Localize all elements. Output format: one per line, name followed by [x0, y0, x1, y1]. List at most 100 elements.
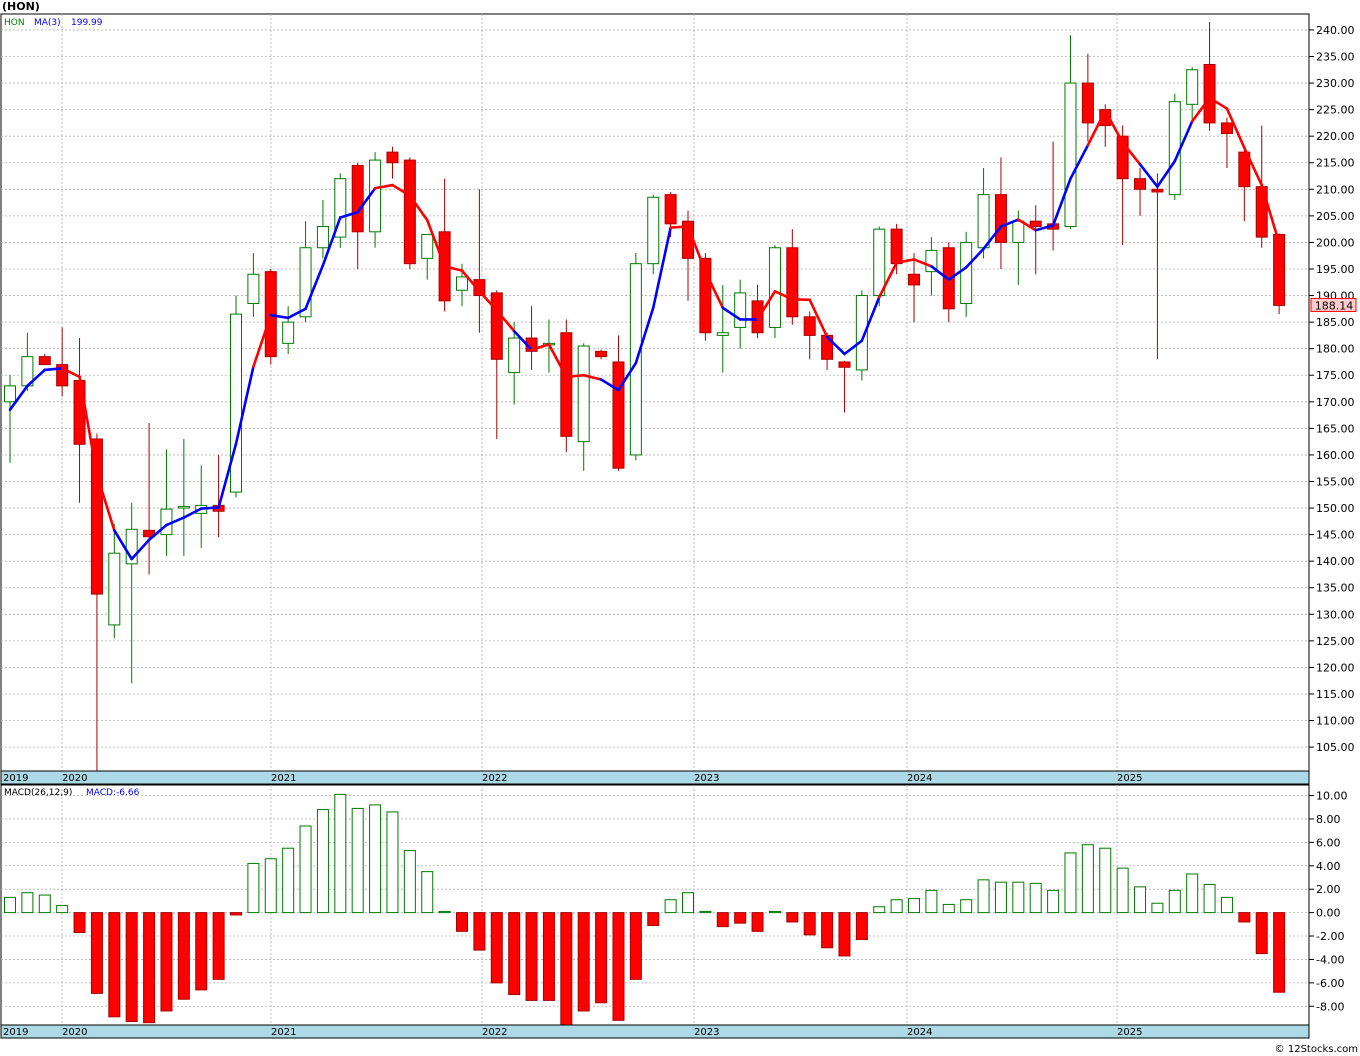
macd-y-tick-label: 2.00 [1316, 883, 1341, 896]
ma-segment [669, 225, 690, 229]
price-x-axis: 2019 2020 2021 2022 2023 2024 2025 [3, 773, 1142, 784]
candle-body-down [751, 300, 764, 334]
candle-body-up [508, 337, 521, 374]
macd-bar-positive [1029, 882, 1042, 914]
price-x-label: 2019 [3, 773, 28, 784]
candle [699, 253, 712, 341]
ma-segment [130, 538, 151, 561]
candle [1238, 149, 1251, 222]
ma-segment [1208, 96, 1229, 110]
ma-segment [860, 295, 881, 343]
macd-bar-positive [1134, 886, 1147, 914]
ma-segment [425, 218, 446, 268]
ma-segment [26, 368, 47, 388]
price-y-tick-label: 230.00 [1316, 77, 1355, 90]
candle [247, 253, 260, 317]
candle [1116, 125, 1129, 246]
ma-segment [1034, 224, 1055, 232]
macd-bar-positive [1081, 844, 1094, 914]
price-x-label: 2023 [694, 773, 719, 784]
ma-segment [95, 473, 116, 532]
candle [230, 295, 243, 498]
macd-bar-negative [838, 912, 851, 957]
price-y-tick-label: 220.00 [1316, 130, 1355, 143]
candle [403, 157, 416, 269]
ma-segment [78, 375, 99, 476]
macd-bar-positive [1168, 889, 1181, 914]
ma-segment [269, 313, 290, 320]
candle-body-up [160, 508, 173, 536]
price-panel: 105.00 110.00 115.00 120.00 125.00 130.00 135.… [0, 13, 1357, 795]
watermark: © 12Stocks.com [1275, 1044, 1358, 1055]
candle [908, 253, 921, 323]
candle-body-down [1116, 135, 1129, 180]
candle [1220, 117, 1233, 169]
price-y-tick-label: 110.00 [1316, 715, 1355, 728]
candle-body-up [4, 385, 16, 403]
macd-bar-positive [873, 906, 886, 914]
candle [786, 229, 799, 325]
price-y-tick-label: 135.00 [1316, 582, 1355, 595]
macd-bar-negative [195, 912, 208, 991]
candle [803, 311, 816, 360]
macd-bar-negative [821, 912, 834, 949]
macd-bar-positive [1186, 873, 1199, 914]
macd-bar-positive [421, 871, 434, 914]
ma-segment [286, 307, 307, 320]
macd-bar-negative [230, 912, 243, 916]
candle-body-up [247, 273, 260, 305]
candle [838, 360, 851, 413]
ma-segment [182, 507, 203, 519]
price-y-tick-label: 105.00 [1316, 741, 1355, 754]
macd-bar-positive [4, 896, 16, 914]
ma-segment [1138, 163, 1159, 188]
ma-segment [999, 218, 1020, 228]
candle-body-up [1186, 69, 1199, 105]
ma-segment [704, 270, 725, 310]
candle [629, 253, 642, 461]
candle [873, 226, 886, 307]
price-y-tick-label: 115.00 [1316, 688, 1355, 701]
candle [1064, 35, 1077, 230]
ma-segment [651, 226, 672, 310]
candle-body-down [994, 194, 1007, 243]
ma-segment [547, 343, 568, 379]
macd-x-label: 2023 [694, 1027, 719, 1038]
ma-segment [582, 373, 603, 381]
ma-segment [356, 186, 377, 214]
candle-body-down [1081, 82, 1094, 124]
candle [751, 284, 764, 339]
price-y-tick-label: 160.00 [1316, 449, 1355, 462]
ma-segment [843, 339, 864, 356]
price-y-tick-label: 175.00 [1316, 369, 1355, 382]
candle [282, 306, 295, 354]
last-price-label: 188.14 [1315, 299, 1354, 312]
macd-bar-positive [664, 899, 677, 914]
ma-segment [1190, 96, 1211, 123]
candle-body-down [1151, 188, 1164, 193]
ma-segment [234, 365, 255, 446]
ma-segment [895, 258, 916, 264]
price-y-tick-label: 140.00 [1316, 555, 1355, 568]
candle-body-up [230, 313, 243, 493]
candle [4, 375, 16, 463]
candle [1273, 233, 1286, 315]
ma-segment [60, 367, 81, 379]
macd-x-label: 2025 [1117, 1027, 1142, 1038]
ma-segment [1103, 109, 1124, 144]
price-y-tick-label: 130.00 [1316, 608, 1355, 621]
price-y-tick-label: 225.00 [1316, 104, 1355, 117]
macd-bar-positive [438, 910, 451, 914]
macd-bar-positive [977, 879, 990, 914]
ma-segment [460, 269, 481, 293]
ma-segment [43, 367, 64, 372]
ma-segment [478, 290, 499, 312]
price-y-tick-label: 165.00 [1316, 422, 1355, 435]
candle [647, 194, 660, 275]
macd-panel: -8.00 -6.00 -4.00 -2.00 0.00 2.00 4.00 6.00 8.00… [0, 784, 1348, 1039]
candle-body-up [299, 247, 312, 318]
ma-segment [113, 529, 133, 561]
candle-body-up [108, 552, 121, 626]
macd-bar-negative [177, 912, 190, 1000]
candle-body-down [38, 356, 51, 366]
